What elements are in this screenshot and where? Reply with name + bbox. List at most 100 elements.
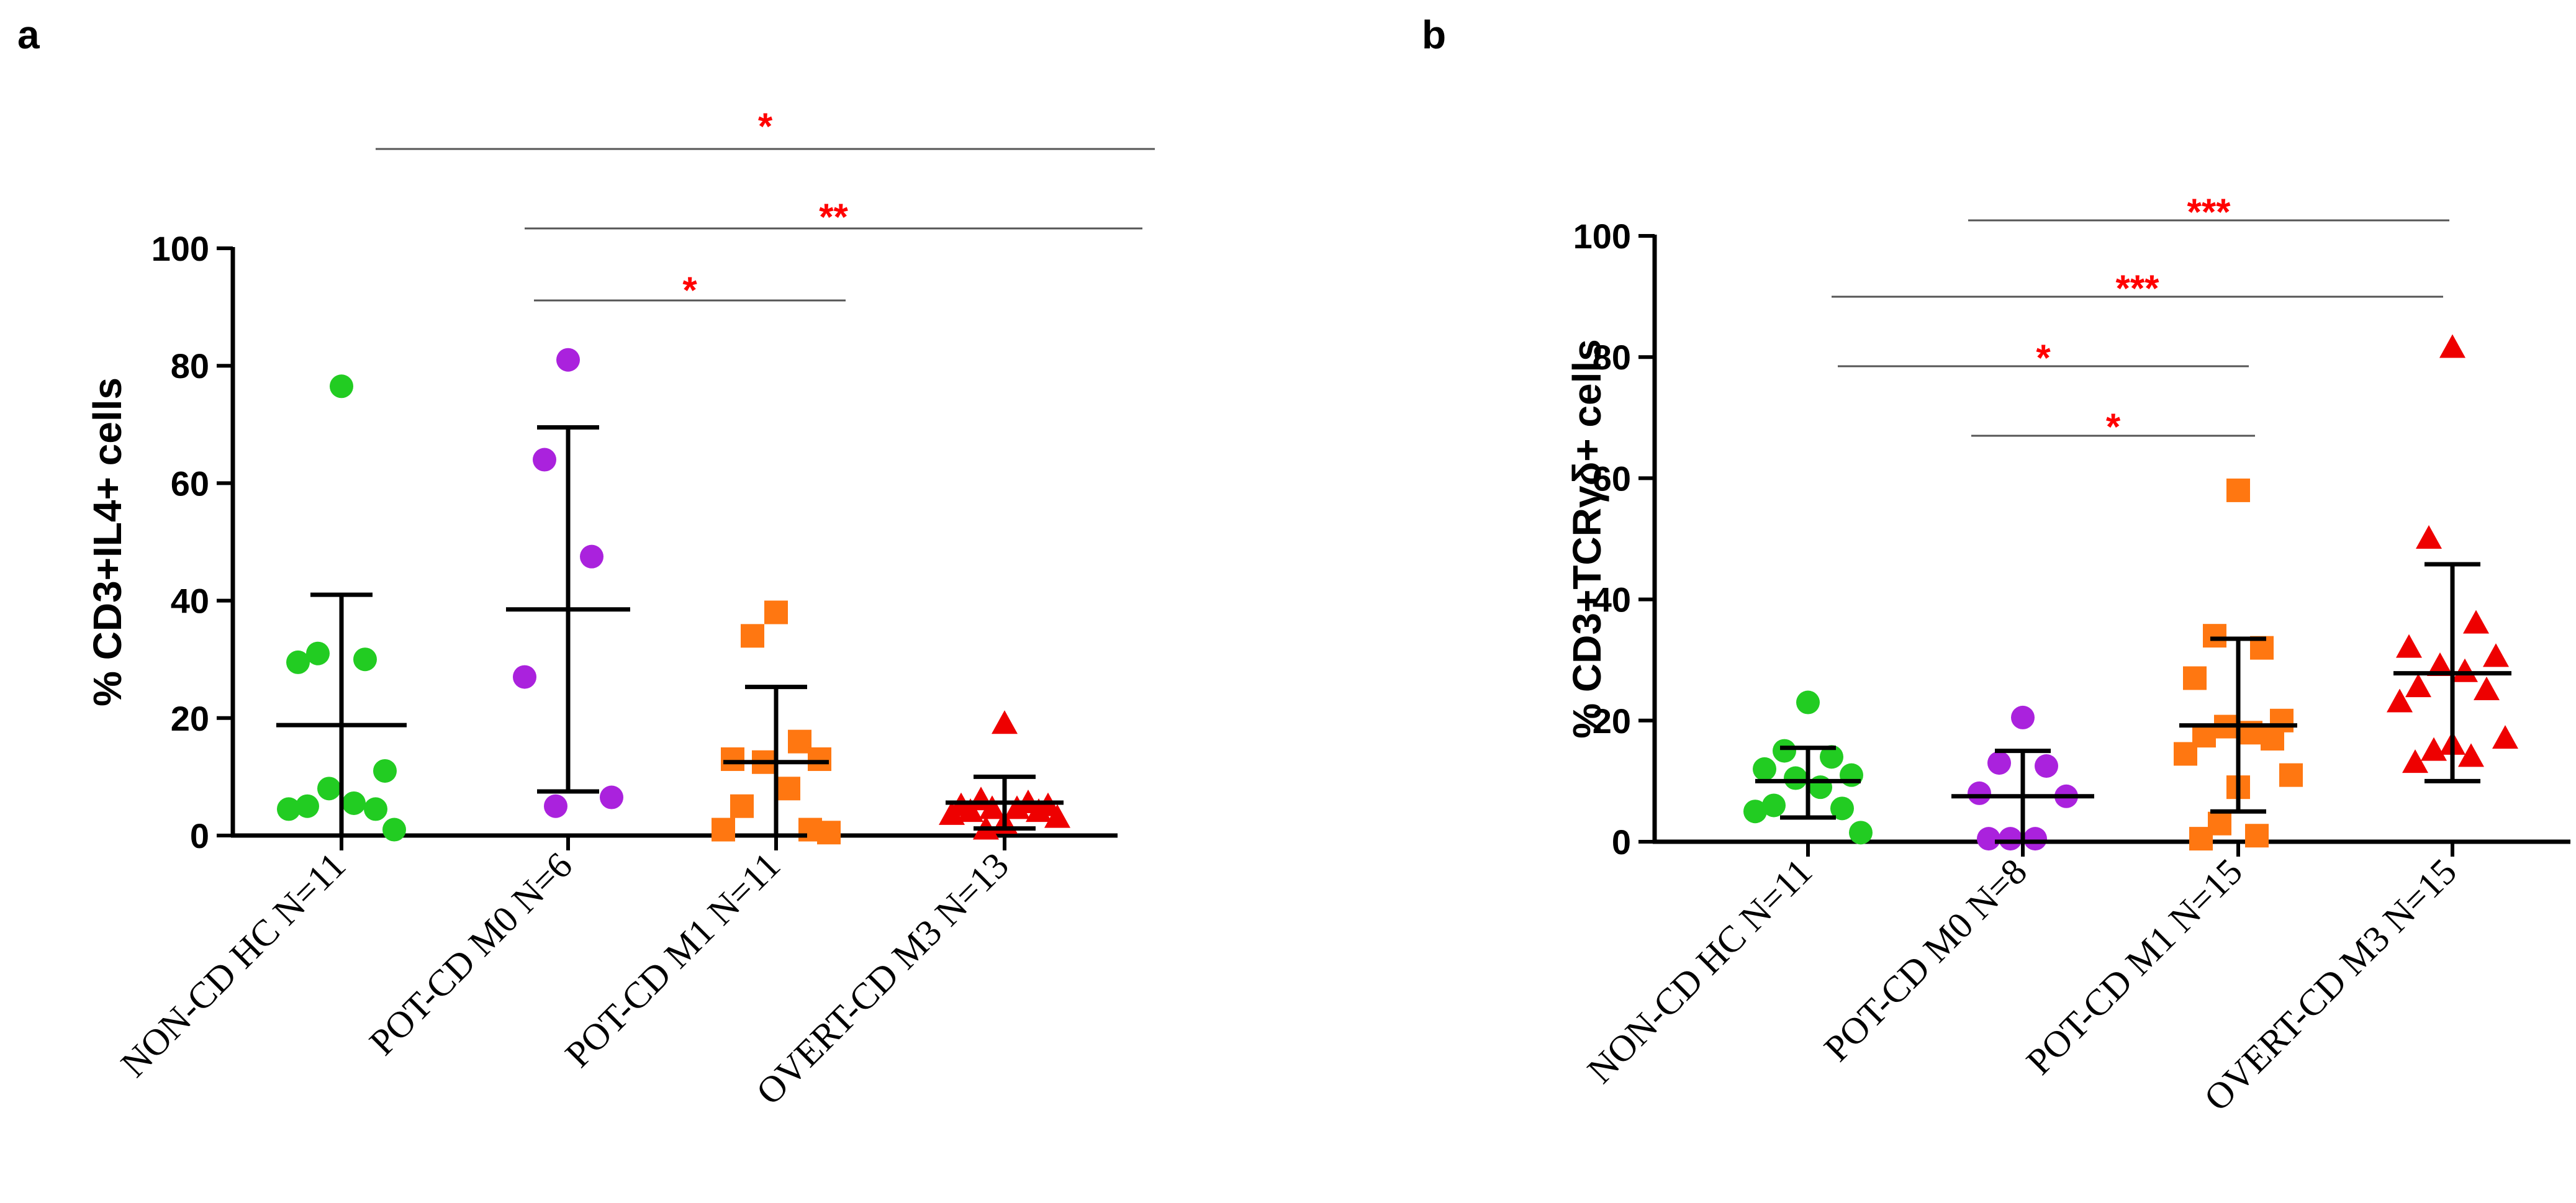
significance-label: * xyxy=(758,106,773,147)
panel-a-chart: 0 20 40 60 80 100 % CD3+IL4+ cells NON-CD HC N=… xyxy=(85,106,1155,1112)
x-tick-label: POT-CD M0 N=8 xyxy=(1816,851,2035,1070)
data-point xyxy=(2474,677,2500,700)
data-point xyxy=(1977,827,2000,851)
data-point xyxy=(2261,727,2284,751)
y-tick-label: 60 xyxy=(171,464,209,503)
data-point xyxy=(2421,737,2447,761)
data-point xyxy=(1849,821,1873,845)
data-point xyxy=(1004,795,1030,819)
data-point xyxy=(2427,652,2453,676)
data-point xyxy=(2226,478,2250,502)
y-tick-label: 80 xyxy=(1593,338,1631,377)
data-point xyxy=(808,747,831,772)
x-tick-label: OVERT-CD M3 N=13 xyxy=(748,845,1016,1113)
data-point xyxy=(979,795,1005,819)
data-point xyxy=(533,448,556,472)
panel-b-label: b xyxy=(1422,12,1446,57)
data-point xyxy=(817,821,841,845)
data-point xyxy=(2458,743,2484,767)
data-point xyxy=(556,348,580,372)
y-tick-label: 100 xyxy=(1573,217,1631,256)
data-point xyxy=(2492,725,2518,749)
data-point xyxy=(1840,763,1863,787)
data-point xyxy=(1026,798,1052,822)
data-point xyxy=(730,794,754,818)
data-point xyxy=(2396,634,2422,658)
data-point xyxy=(600,785,623,809)
data-point xyxy=(1820,745,1843,769)
x-tick-label: POT-CD M1 N=15 xyxy=(2018,851,2250,1083)
y-tick-label: 20 xyxy=(1593,701,1631,741)
data-point xyxy=(353,647,377,672)
y-tick-label: 0 xyxy=(1612,822,1631,862)
significance-label: ** xyxy=(819,196,848,238)
data-point xyxy=(2483,643,2509,667)
data-point xyxy=(712,818,735,842)
data-point xyxy=(580,544,603,569)
data-point xyxy=(992,710,1018,734)
data-point xyxy=(2387,688,2413,713)
data-point xyxy=(2023,827,2047,851)
data-point xyxy=(1784,766,1807,790)
data-point xyxy=(342,791,366,815)
data-point xyxy=(2011,705,2035,729)
data-point xyxy=(306,641,330,665)
y-axis-title: % CD3+TCRγδ+ cells xyxy=(1565,339,1609,739)
data-point xyxy=(2439,334,2465,358)
data-point xyxy=(2416,525,2442,549)
y-tick-label: 40 xyxy=(1593,580,1631,620)
panel-b-chart: 0 20 40 60 80 100 % CD3+TCRγδ+ cells NON-CD HC … xyxy=(1565,191,2570,1119)
data-point xyxy=(382,818,406,842)
panel-a-label: a xyxy=(17,12,40,57)
significance-label: *** xyxy=(2187,191,2231,233)
significance-label: * xyxy=(682,269,697,311)
data-point xyxy=(2463,610,2489,634)
data-point xyxy=(939,801,965,825)
data-point xyxy=(1743,800,1767,824)
y-tick-label: 80 xyxy=(171,346,209,385)
y-tick-label: 100 xyxy=(151,229,209,268)
x-tick-label: POT-CD M1 N=11 xyxy=(558,845,789,1076)
data-point xyxy=(2183,666,2207,690)
data-point xyxy=(1968,781,1991,805)
data-point xyxy=(317,777,341,801)
y-axis-title: % CD3+IL4+ cells xyxy=(85,377,130,706)
data-point xyxy=(777,777,800,801)
data-point xyxy=(957,798,983,822)
data-point xyxy=(1830,796,1854,821)
data-point xyxy=(544,794,567,818)
data-point xyxy=(373,759,397,783)
data-point xyxy=(296,794,319,818)
data-point xyxy=(741,624,764,648)
data-point xyxy=(364,797,387,821)
data-point xyxy=(1773,739,1796,763)
significance-label: * xyxy=(2036,337,2051,379)
data-point xyxy=(721,747,744,772)
y-tick-label: 20 xyxy=(171,699,209,738)
data-point xyxy=(2405,674,2431,698)
data-point xyxy=(2189,827,2213,851)
data-point xyxy=(2203,624,2226,648)
data-point xyxy=(1796,690,1820,714)
x-tick-label: POT-CD M0 N=6 xyxy=(361,845,580,1063)
data-point xyxy=(1753,757,1776,781)
data-point xyxy=(788,729,811,754)
x-tick-label: NON-CD HC N=11 xyxy=(113,845,353,1085)
data-point xyxy=(764,600,788,624)
y-tick-label: 60 xyxy=(1593,459,1631,498)
data-point xyxy=(1809,775,1832,800)
data-point xyxy=(2035,754,2058,778)
significance-label: *** xyxy=(2115,268,2159,309)
data-point xyxy=(277,797,301,821)
data-point xyxy=(1999,827,2022,851)
data-point xyxy=(1987,751,2011,775)
data-point xyxy=(2245,824,2269,848)
data-point xyxy=(2174,742,2197,766)
significance-label: * xyxy=(2106,406,2121,448)
data-point xyxy=(513,665,536,689)
y-tick-label: 40 xyxy=(171,582,209,621)
data-point xyxy=(286,650,310,674)
x-tick-label: NON-CD HC N=11 xyxy=(1579,851,1820,1091)
data-point xyxy=(330,374,353,399)
data-point xyxy=(2279,763,2303,787)
